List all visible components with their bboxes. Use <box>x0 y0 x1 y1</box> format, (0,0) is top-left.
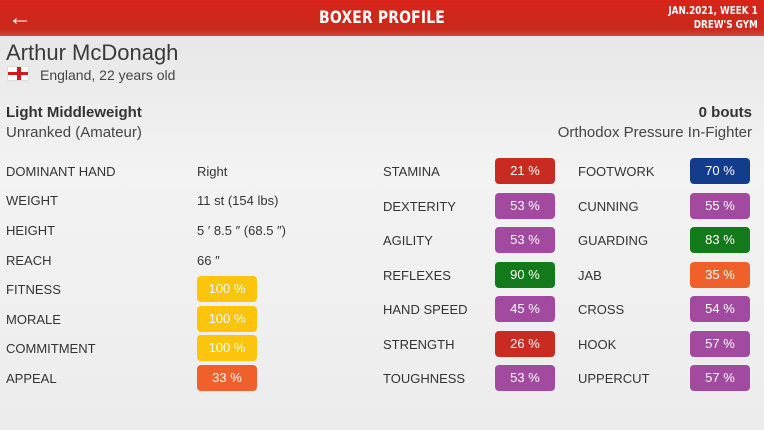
stat-badge: 90 % <box>495 261 555 288</box>
bouts-count: 0 bouts <box>698 104 752 121</box>
country-age: England, 22 years old <box>40 67 176 83</box>
info-label: HEIGHT <box>6 223 56 238</box>
info-badge: 33 % <box>197 365 257 391</box>
stat-badge: 26 % <box>495 330 555 357</box>
info-label: DOMINANT HAND <box>6 164 116 179</box>
stat-badge: 57 % <box>690 330 750 357</box>
stat-label: STRENGTH <box>383 336 455 352</box>
stat-label: GUARDING <box>578 233 649 248</box>
stat-label: STAMINA <box>383 164 440 179</box>
stat-label: DEXTERITY <box>383 198 456 214</box>
stat-badge: 53 % <box>495 192 555 219</box>
stat-badge: 57 % <box>690 365 750 391</box>
info-label: WEIGHT <box>6 193 58 208</box>
stat-badge: 21 % <box>495 158 555 184</box>
stat-label: UPPERCUT <box>578 371 650 386</box>
info-badge: 100 % <box>197 276 257 302</box>
date-gym: JAN.2021, WEEK 1 DREW'S GYM <box>669 4 758 32</box>
header-bar: ← BOXER PROFILE JAN.2021, WEEK 1 DREW'S … <box>0 0 764 36</box>
stat-badge: 53 % <box>495 365 555 391</box>
boxer-name: Arthur McDonagh <box>6 40 179 65</box>
stat-badge: 45 % <box>495 296 555 322</box>
info-value: 5 ′ 8.5 ″ (68.5 ″) <box>197 223 286 238</box>
stat-label: FOOTWORK <box>578 164 655 179</box>
ranking: Unranked (Amateur) <box>6 124 142 141</box>
info-badge: 100 % <box>197 335 257 361</box>
stat-badge: 83 % <box>690 227 750 253</box>
england-flag-icon <box>7 66 29 81</box>
stat-label: CROSS <box>578 302 625 317</box>
stat-label: JAB <box>578 267 602 283</box>
stat-badge: 35 % <box>690 261 750 288</box>
stat-badge: 53 % <box>495 227 555 253</box>
stat-label: REFLEXES <box>383 267 451 283</box>
info-label: FITNESS <box>6 282 61 297</box>
stat-label: HOOK <box>578 336 617 352</box>
stat-label: AGILITY <box>383 233 433 248</box>
info-label: COMMITMENT <box>6 341 96 356</box>
info-label: MORALE <box>6 312 61 327</box>
page-title: BOXER PROFILE <box>319 8 445 28</box>
info-badge: 100 % <box>197 306 257 332</box>
arrow-left-icon[interactable]: ← <box>8 4 32 31</box>
stat-label: TOUGHNESS <box>383 371 466 386</box>
stat-badge: 55 % <box>690 192 750 219</box>
info-value: 66 ″ <box>197 253 220 268</box>
info-value: 11 st (154 lbs) <box>197 193 279 208</box>
gym-name: DREW'S GYM <box>693 18 758 31</box>
stat-label: CUNNING <box>578 198 639 214</box>
stat-badge: 54 % <box>690 296 750 322</box>
fighting-style: Orthodox Pressure In-Fighter <box>557 124 752 141</box>
info-value: Right <box>197 164 228 179</box>
weight-class: Light Middleweight <box>6 104 142 121</box>
current-date: JAN.2021, WEEK 1 <box>668 4 758 17</box>
info-label: REACH <box>6 253 52 268</box>
stat-label: HAND SPEED <box>383 302 468 317</box>
info-label: APPEAL <box>6 371 57 386</box>
stat-badge: 70 % <box>690 158 750 184</box>
